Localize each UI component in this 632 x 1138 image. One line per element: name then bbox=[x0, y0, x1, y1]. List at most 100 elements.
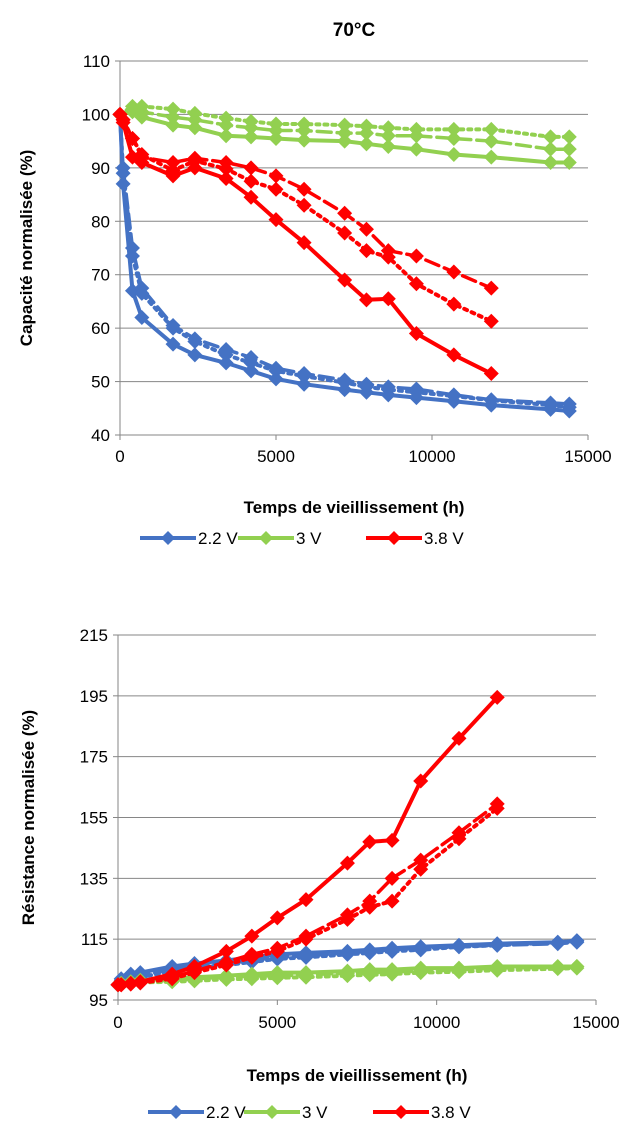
data-point-marker bbox=[298, 892, 314, 908]
data-point-marker bbox=[337, 125, 353, 141]
data-point-marker bbox=[218, 971, 234, 987]
data-point-marker bbox=[165, 163, 181, 179]
data-point-marker bbox=[408, 384, 424, 400]
data-point-marker bbox=[339, 968, 355, 984]
data-point-marker bbox=[244, 928, 260, 944]
data-point-marker bbox=[561, 155, 577, 171]
data-point-marker bbox=[268, 363, 284, 379]
data-point-marker bbox=[413, 861, 429, 877]
legend-swatch-marker bbox=[394, 1105, 408, 1119]
data-point-marker bbox=[218, 943, 234, 959]
y-axis-title: Résistance normalisée (%) bbox=[19, 710, 38, 925]
data-point-marker bbox=[268, 116, 284, 132]
data-point-marker bbox=[164, 971, 180, 987]
series-line bbox=[118, 112, 494, 324]
data-point-marker bbox=[296, 376, 312, 392]
data-point-marker bbox=[561, 141, 577, 157]
data-point-marker bbox=[483, 149, 499, 165]
data-point-marker bbox=[380, 291, 396, 307]
y-tick-label: 155 bbox=[80, 809, 108, 828]
data-point-marker bbox=[134, 147, 150, 162]
legend-swatch-marker bbox=[259, 531, 273, 545]
data-point-marker bbox=[489, 800, 505, 816]
data-point-marker bbox=[408, 325, 424, 341]
data-point-marker bbox=[569, 933, 585, 949]
x-tick-label: 0 bbox=[113, 1013, 122, 1032]
y-tick-label: 110 bbox=[83, 52, 110, 71]
data-point-marker bbox=[124, 248, 140, 264]
data-point-marker bbox=[244, 971, 260, 987]
legend-swatch-marker bbox=[387, 531, 401, 545]
data-point-marker bbox=[298, 931, 314, 947]
legend-item: 2.2 V bbox=[148, 1103, 246, 1122]
data-point-marker bbox=[243, 113, 259, 129]
data-point-marker bbox=[384, 870, 400, 886]
data-point-marker bbox=[165, 109, 181, 125]
data-point-marker bbox=[358, 379, 374, 395]
y-tick-label: 80 bbox=[91, 212, 110, 231]
legend-item: 3.8 V bbox=[373, 1103, 471, 1122]
series-2-2-V-dot bbox=[112, 106, 577, 415]
data-point-marker bbox=[483, 121, 499, 137]
y-tick-label: 90 bbox=[91, 159, 110, 178]
data-point-marker bbox=[451, 730, 467, 746]
data-point-marker bbox=[134, 309, 150, 325]
data-point-marker bbox=[218, 355, 234, 371]
x-tick-label: 15000 bbox=[564, 447, 611, 466]
data-point-marker bbox=[187, 347, 203, 363]
legend-label: 2.2 V bbox=[206, 1103, 246, 1122]
x-tick-label: 0 bbox=[115, 447, 124, 466]
data-point-marker bbox=[124, 98, 140, 114]
data-point-marker bbox=[337, 272, 353, 288]
data-point-marker bbox=[543, 141, 559, 157]
series-3-V-solid bbox=[112, 104, 577, 171]
data-point-marker bbox=[483, 133, 499, 149]
data-point-marker bbox=[218, 110, 234, 126]
legend-swatch-marker bbox=[169, 1105, 183, 1119]
legend-item: 3 V bbox=[244, 1103, 328, 1122]
data-point-marker bbox=[358, 243, 374, 259]
data-point-marker bbox=[243, 129, 259, 145]
data-point-marker bbox=[113, 977, 129, 993]
data-point-marker bbox=[298, 949, 314, 965]
data-point-marker bbox=[296, 235, 312, 251]
series-3-8-V-dot bbox=[112, 106, 499, 329]
data-point-marker bbox=[243, 363, 259, 379]
data-point-marker bbox=[543, 129, 559, 145]
data-point-marker bbox=[339, 946, 355, 962]
legend-label: 3.8 V bbox=[424, 529, 464, 548]
series-line bbox=[118, 112, 494, 290]
data-point-marker bbox=[362, 834, 378, 850]
data-point-marker bbox=[358, 118, 374, 134]
legend-label: 3 V bbox=[302, 1103, 328, 1122]
data-point-marker bbox=[115, 112, 131, 128]
x-tick-label: 10000 bbox=[408, 447, 455, 466]
data-point-marker bbox=[165, 101, 181, 117]
data-point-marker bbox=[243, 355, 259, 371]
data-point-marker bbox=[269, 943, 285, 959]
data-point-marker bbox=[134, 98, 150, 114]
data-point-marker bbox=[384, 943, 400, 959]
data-point-marker bbox=[243, 173, 259, 189]
y-tick-label: 40 bbox=[91, 426, 110, 445]
data-point-marker bbox=[337, 375, 353, 391]
data-point-marker bbox=[489, 689, 505, 705]
series-2-2-V-solid bbox=[112, 106, 577, 419]
data-point-marker bbox=[489, 937, 505, 953]
data-point-marker bbox=[268, 168, 284, 184]
data-point-marker bbox=[269, 970, 285, 986]
data-point-marker bbox=[337, 225, 353, 241]
legend-label: 2.2 V bbox=[198, 529, 238, 548]
data-point-marker bbox=[296, 368, 312, 384]
series-2-2-V-solid bbox=[110, 933, 585, 993]
data-point-marker bbox=[298, 969, 314, 985]
plot-area bbox=[112, 98, 577, 419]
data-point-marker bbox=[446, 264, 462, 280]
data-point-marker bbox=[243, 189, 259, 205]
x-tick-label: 15000 bbox=[572, 1013, 619, 1032]
data-point-marker bbox=[483, 366, 499, 382]
data-point-marker bbox=[337, 205, 353, 221]
data-point-marker bbox=[296, 132, 312, 148]
data-point-marker bbox=[451, 964, 467, 980]
